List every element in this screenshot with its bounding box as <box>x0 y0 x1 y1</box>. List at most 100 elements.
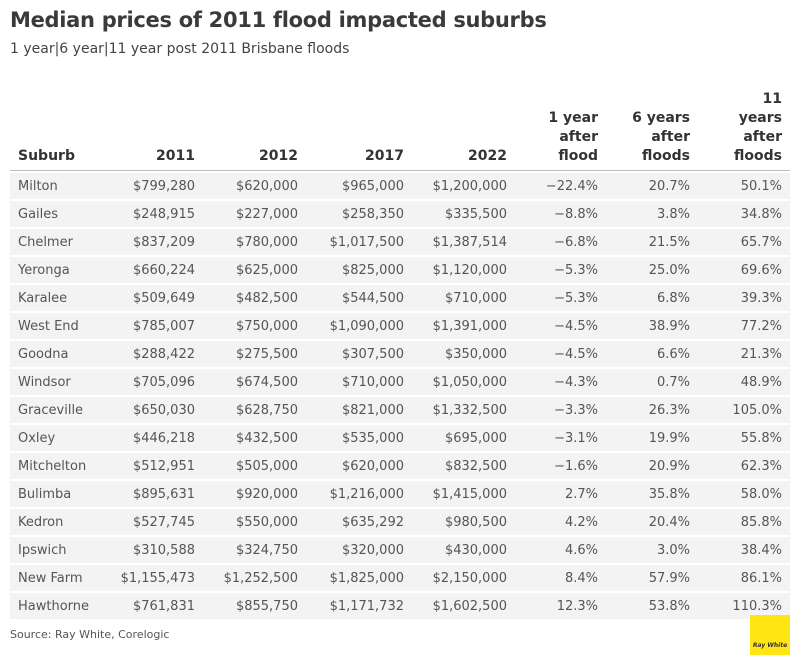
table-row: Hawthorne $761,831 $855,750 $1,171,732 $1,60… <box>10 593 790 619</box>
value-cell: 12.3% <box>515 593 606 619</box>
suburb-cell: Yeronga <box>10 257 110 283</box>
suburb-cell: Hawthorne <box>10 593 110 619</box>
value-cell: 19.9% <box>606 425 698 451</box>
value-cell: $821,000 <box>306 397 412 423</box>
value-cell: 3.0% <box>606 537 698 563</box>
value-cell: −6.8% <box>515 229 606 255</box>
value-cell: $1,332,500 <box>412 397 515 423</box>
source-note: Source: Ray White, Corelogic <box>10 628 170 641</box>
value-cell: $2,150,000 <box>412 565 515 591</box>
value-cell: $1,252,500 <box>203 565 306 591</box>
value-cell: −22.4% <box>515 173 606 199</box>
value-cell: 86.1% <box>698 565 790 591</box>
value-cell: $432,500 <box>203 425 306 451</box>
value-cell: −5.3% <box>515 257 606 283</box>
value-cell: $705,096 <box>110 369 203 395</box>
column-header-text: 6 years after floods <box>632 110 690 164</box>
table-row: Yeronga $660,224 $625,000 $825,000 $1,120,00… <box>10 257 790 283</box>
suburb-cell: Oxley <box>10 425 110 451</box>
value-cell: 58.0% <box>698 481 790 507</box>
value-cell: 6.6% <box>606 341 698 367</box>
suburb-cell: Windsor <box>10 369 110 395</box>
value-cell: 0.7% <box>606 369 698 395</box>
value-cell: $509,649 <box>110 285 203 311</box>
column-header: 1 year after flood <box>515 90 606 171</box>
table-row: Goodna $288,422 $275,500 $307,500 $350,000 −4… <box>10 341 790 367</box>
table-body: Milton $799,280 $620,000 $965,000 $1,200,000… <box>10 173 790 619</box>
value-cell: $335,500 <box>412 201 515 227</box>
value-cell: 21.3% <box>698 341 790 367</box>
suburb-cell: Mitchelton <box>10 453 110 479</box>
price-table: Suburb 2011 2012 2017 2022 1 year after flood… <box>10 88 790 621</box>
value-cell: $288,422 <box>110 341 203 367</box>
value-cell: $695,000 <box>412 425 515 451</box>
value-cell: $350,000 <box>412 341 515 367</box>
value-cell: $855,750 <box>203 593 306 619</box>
value-cell: 3.8% <box>606 201 698 227</box>
value-cell: $1,415,000 <box>412 481 515 507</box>
subtitle: 1 year|6 year|11 year post 2011 Brisbane… <box>10 41 350 57</box>
value-cell: $625,000 <box>203 257 306 283</box>
suburb-cell: New Farm <box>10 565 110 591</box>
value-cell: $780,000 <box>203 229 306 255</box>
table-row: Milton $799,280 $620,000 $965,000 $1,200,000… <box>10 173 790 199</box>
value-cell: 55.8% <box>698 425 790 451</box>
table-row: New Farm $1,155,473 $1,252,500 $1,825,000 $2… <box>10 565 790 591</box>
table-row: Windsor $705,096 $674,500 $710,000 $1,050,00… <box>10 369 790 395</box>
value-cell: −3.1% <box>515 425 606 451</box>
value-cell: −3.3% <box>515 397 606 423</box>
suburb-cell: Milton <box>10 173 110 199</box>
value-cell: −4.3% <box>515 369 606 395</box>
table-row: Graceville $650,030 $628,750 $821,000 $1,332… <box>10 397 790 423</box>
value-cell: $1,825,000 <box>306 565 412 591</box>
column-header: 2022 <box>412 90 515 171</box>
column-header-text: Suburb <box>18 148 75 164</box>
value-cell: 48.9% <box>698 369 790 395</box>
value-cell: $227,000 <box>203 201 306 227</box>
column-header: 11 years after floods <box>698 90 790 171</box>
column-header: 2011 <box>110 90 203 171</box>
suburb-cell: West End <box>10 313 110 339</box>
suburb-cell: Graceville <box>10 397 110 423</box>
suburb-cell: Bulimba <box>10 481 110 507</box>
value-cell: −8.8% <box>515 201 606 227</box>
value-cell: −5.3% <box>515 285 606 311</box>
value-cell: $310,588 <box>110 537 203 563</box>
suburb-cell: Ipswich <box>10 537 110 563</box>
value-cell: 4.6% <box>515 537 606 563</box>
value-cell: 34.8% <box>698 201 790 227</box>
table-row: Oxley $446,218 $432,500 $535,000 $695,000 −3.… <box>10 425 790 451</box>
value-cell: $1,171,732 <box>306 593 412 619</box>
value-cell: $660,224 <box>110 257 203 283</box>
suburb-cell: Karalee <box>10 285 110 311</box>
table-row: Mitchelton $512,951 $505,000 $620,000 $832,5… <box>10 453 790 479</box>
value-cell: 110.3% <box>698 593 790 619</box>
value-cell: $307,500 <box>306 341 412 367</box>
value-cell: $837,209 <box>110 229 203 255</box>
value-cell: 6.8% <box>606 285 698 311</box>
value-cell: $920,000 <box>203 481 306 507</box>
table-row: Kedron $527,745 $550,000 $635,292 $980,500 4.… <box>10 509 790 535</box>
value-cell: $505,000 <box>203 453 306 479</box>
value-cell: 69.6% <box>698 257 790 283</box>
value-cell: 20.4% <box>606 509 698 535</box>
value-cell: $650,030 <box>110 397 203 423</box>
value-cell: 20.9% <box>606 453 698 479</box>
value-cell: $965,000 <box>306 173 412 199</box>
value-cell: 39.3% <box>698 285 790 311</box>
value-cell: $635,292 <box>306 509 412 535</box>
value-cell: 57.9% <box>606 565 698 591</box>
value-cell: 4.2% <box>515 509 606 535</box>
value-cell: $1,602,500 <box>412 593 515 619</box>
value-cell: $628,750 <box>203 397 306 423</box>
value-cell: $1,120,000 <box>412 257 515 283</box>
table-row: Bulimba $895,631 $920,000 $1,216,000 $1,415,… <box>10 481 790 507</box>
value-cell: 105.0% <box>698 397 790 423</box>
value-cell: 50.1% <box>698 173 790 199</box>
column-header-text: 11 years after floods <box>734 91 782 164</box>
value-cell: 26.3% <box>606 397 698 423</box>
value-cell: 38.4% <box>698 537 790 563</box>
table-row: West End $785,007 $750,000 $1,090,000 $1,391… <box>10 313 790 339</box>
value-cell: $799,280 <box>110 173 203 199</box>
